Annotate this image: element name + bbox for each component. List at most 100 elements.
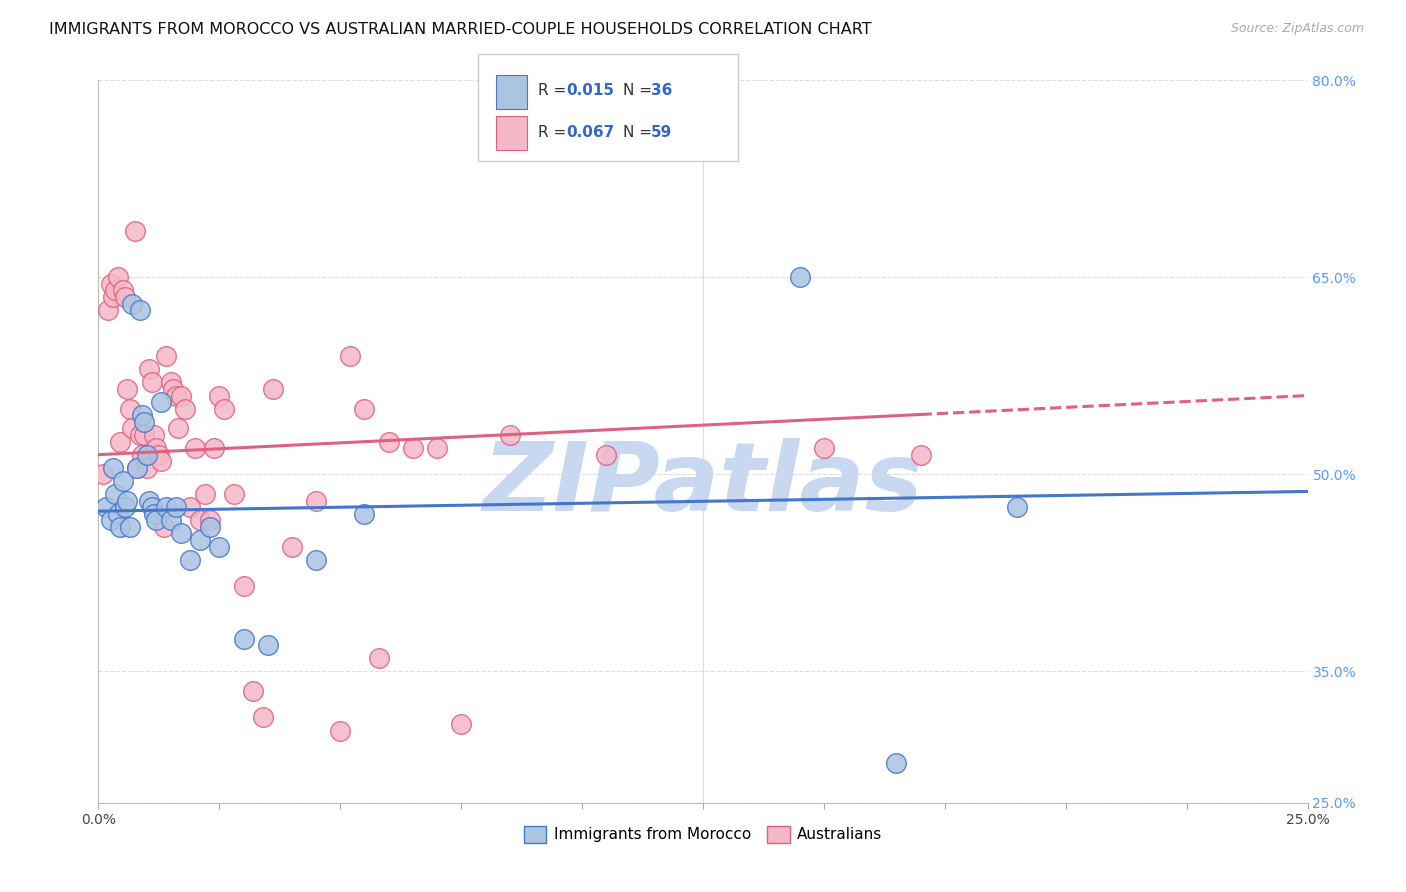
Point: [131, 448, 153, 462]
Point: [305, 493, 328, 508]
Text: 36: 36: [651, 84, 672, 98]
Point: [155, 500, 177, 515]
Point: [124, 224, 146, 238]
Point: [127, 460, 149, 475]
Point: [107, 507, 129, 521]
Point: [104, 284, 127, 298]
Point: [152, 520, 174, 534]
Point: [101, 460, 124, 475]
Point: [114, 290, 136, 304]
Point: [118, 401, 141, 416]
Point: [188, 513, 211, 527]
Point: [339, 349, 361, 363]
Point: [402, 441, 425, 455]
Point: [162, 382, 184, 396]
Point: [353, 401, 375, 416]
Point: [150, 395, 173, 409]
Point: [184, 441, 207, 455]
Point: [204, 441, 226, 455]
Point: [128, 303, 150, 318]
Point: [179, 500, 201, 515]
Point: [256, 638, 278, 652]
Text: 59: 59: [651, 125, 672, 139]
Point: [595, 448, 617, 462]
Point: [165, 388, 187, 402]
Point: [141, 376, 163, 390]
Point: [150, 454, 173, 468]
Point: [426, 441, 449, 455]
Point: [148, 448, 170, 462]
Point: [135, 448, 157, 462]
Point: [329, 723, 352, 738]
Point: [138, 493, 160, 508]
Point: [169, 526, 191, 541]
Point: [143, 428, 166, 442]
Point: [212, 401, 235, 416]
Point: [232, 632, 254, 646]
Point: [107, 270, 129, 285]
Point: [101, 290, 124, 304]
Point: [377, 434, 399, 449]
Point: [134, 415, 156, 429]
Point: [813, 441, 835, 455]
Point: [145, 441, 167, 455]
Point: [198, 520, 221, 534]
Point: [498, 428, 520, 442]
Point: [117, 382, 139, 396]
Text: Source: ZipAtlas.com: Source: ZipAtlas.com: [1230, 22, 1364, 36]
Point: [198, 513, 221, 527]
Point: [165, 500, 187, 515]
Point: [155, 349, 177, 363]
Point: [262, 382, 284, 396]
Point: [121, 296, 143, 310]
Point: [179, 553, 201, 567]
Point: [143, 507, 166, 521]
Text: IMMIGRANTS FROM MOROCCO VS AUSTRALIAN MARRIED-COUPLE HOUSEHOLDS CORRELATION CHAR: IMMIGRANTS FROM MOROCCO VS AUSTRALIAN MA…: [49, 22, 872, 37]
Text: 0.067: 0.067: [567, 125, 614, 139]
Point: [160, 513, 183, 527]
Point: [111, 284, 134, 298]
Point: [114, 500, 136, 515]
Text: R =: R =: [538, 84, 572, 98]
Text: 0.015: 0.015: [567, 84, 614, 98]
Point: [121, 421, 143, 435]
Text: R =: R =: [538, 125, 572, 139]
Point: [145, 513, 167, 527]
Point: [100, 513, 122, 527]
Point: [886, 756, 908, 771]
Point: [118, 520, 141, 534]
Text: ZIPatlas: ZIPatlas: [482, 438, 924, 532]
Text: N =: N =: [623, 84, 657, 98]
Point: [167, 421, 190, 435]
Point: [222, 487, 245, 501]
Point: [104, 487, 127, 501]
Point: [97, 303, 120, 318]
Point: [135, 460, 157, 475]
Point: [368, 651, 391, 665]
Point: [174, 401, 197, 416]
Point: [160, 376, 183, 390]
Point: [450, 717, 472, 731]
Point: [169, 388, 191, 402]
Point: [108, 520, 131, 534]
Point: [138, 362, 160, 376]
Point: [94, 500, 117, 515]
Point: [117, 493, 139, 508]
Point: [100, 277, 122, 291]
Point: [910, 448, 932, 462]
Point: [194, 487, 217, 501]
Point: [131, 409, 153, 423]
Point: [141, 500, 163, 515]
Point: [108, 434, 131, 449]
Point: [127, 460, 149, 475]
Point: [232, 579, 254, 593]
Point: [353, 507, 375, 521]
Point: [252, 710, 274, 724]
Point: [188, 533, 211, 547]
Point: [134, 428, 156, 442]
Point: [128, 428, 150, 442]
Point: [242, 684, 264, 698]
Point: [281, 540, 304, 554]
Point: [91, 467, 114, 482]
Point: [789, 270, 811, 285]
